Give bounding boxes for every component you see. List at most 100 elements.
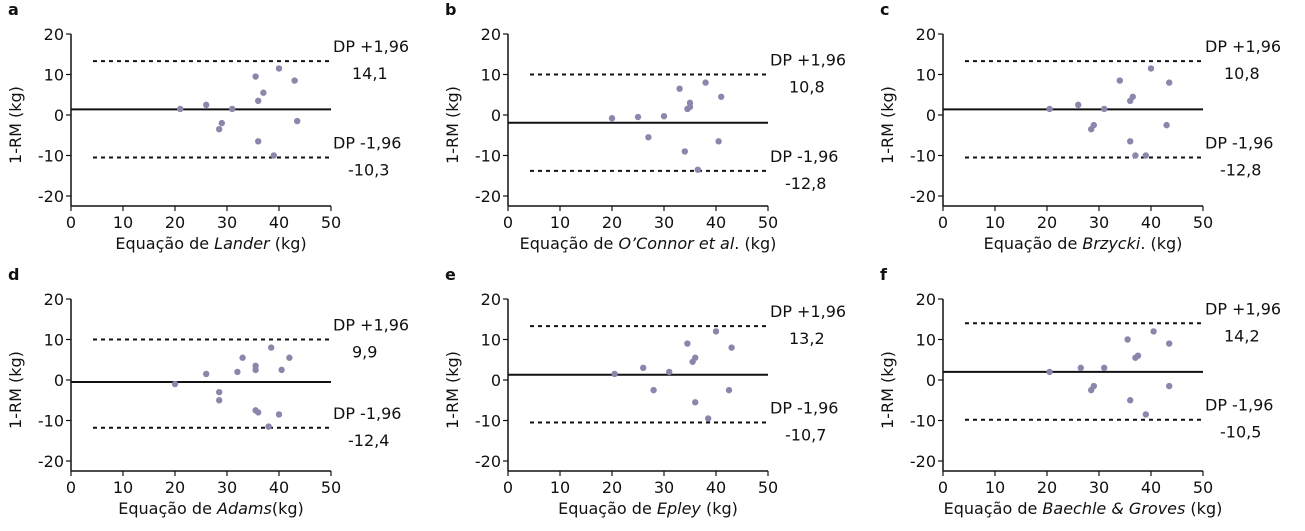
data-point	[1163, 121, 1170, 129]
x-tick-label: 20	[1037, 213, 1057, 232]
data-point	[702, 79, 709, 86]
data-point	[171, 380, 179, 388]
x-tick-label: 50	[1193, 213, 1213, 232]
panel-letter: f	[880, 265, 888, 284]
data-point	[278, 366, 285, 374]
data-point	[177, 105, 184, 113]
lower-limit-label: DP -1,96	[1205, 396, 1273, 415]
y-tick-label: 0	[54, 106, 64, 125]
x-tick-label: 0	[66, 478, 76, 497]
y-tick-label: 10	[44, 66, 64, 85]
data-point	[268, 344, 275, 351]
upper-limit-label: DP +1,96	[770, 302, 846, 321]
panel-letter: d	[8, 265, 19, 284]
x-tick-label: 30	[1089, 213, 1109, 232]
data-point	[255, 97, 262, 105]
lower-limit-value: -12,8	[785, 174, 826, 193]
data-point	[705, 415, 712, 422]
data-point	[291, 77, 298, 84]
x-tick-label: 20	[602, 478, 622, 497]
y-tick-label: -10	[475, 147, 501, 166]
y-tick-label: 20	[44, 290, 64, 309]
x-tick-label: 20	[1037, 478, 1057, 497]
data-point	[239, 354, 246, 361]
upper-limit-label: DP +1,96	[333, 37, 409, 56]
data-point	[1166, 382, 1173, 390]
lower-limit-value: -12,4	[348, 431, 389, 450]
x-axis-label: Equação de Brzycki. (kg)	[984, 234, 1183, 253]
data-point	[1142, 411, 1149, 418]
data-point	[634, 113, 642, 121]
data-point	[684, 340, 691, 347]
lower-limit-value: -12,8	[1220, 161, 1261, 180]
x-tick-label: 40	[269, 478, 289, 497]
upper-limit-label: DP +1,96	[770, 51, 846, 70]
y-axis-label: 1-RM (kg)	[443, 351, 462, 429]
upper-limit-value: 13,2	[789, 329, 825, 348]
data-point	[718, 93, 725, 100]
data-point	[1075, 101, 1082, 109]
data-point	[608, 115, 616, 122]
data-point	[216, 397, 223, 404]
y-tick-label: -10	[38, 412, 64, 431]
x-tick-label: 40	[1141, 213, 1161, 232]
upper-limit-value: 10,8	[1224, 64, 1260, 83]
data-point	[229, 105, 236, 113]
data-point	[1101, 105, 1108, 113]
panel-letter: b	[445, 0, 456, 19]
chart-panel-f: f 20 10 0 -10 -20 0 10 20 30 40 50 1-RM (kg) Equação …	[872, 265, 1302, 530]
y-tick-label: 10	[916, 66, 936, 85]
y-tick-label: 20	[44, 25, 64, 44]
y-tick-label: -20	[910, 452, 936, 471]
data-point	[265, 423, 272, 430]
data-point	[1090, 382, 1097, 390]
y-tick-label: -10	[475, 412, 501, 431]
y-axis-label: 1-RM (kg)	[443, 86, 462, 164]
data-point	[255, 409, 262, 416]
data-point	[252, 366, 259, 374]
lower-limit-label: DP -1,96	[770, 399, 838, 418]
y-tick-label: 0	[491, 371, 501, 390]
data-point	[1166, 79, 1173, 86]
data-point	[694, 166, 701, 173]
data-point	[660, 113, 668, 120]
data-point	[692, 399, 699, 406]
lower-limit-value: -10,3	[348, 161, 389, 180]
data-point	[712, 328, 720, 335]
y-axis-label: 1-RM (kg)	[6, 86, 25, 164]
y-axis-label: 1-RM (kg)	[6, 351, 25, 429]
lower-limit-label: DP -1,96	[770, 147, 838, 166]
x-tick-label: 10	[550, 478, 570, 497]
chart-panel-b: b 20 10 0 -10 -20 0 10 20 30 40 50 1-RM (kg) Equação …	[437, 0, 867, 265]
x-axis-label: Equação de Adams(kg)	[118, 499, 304, 518]
x-tick-label: 30	[217, 478, 237, 497]
data-point	[252, 73, 259, 80]
lower-limit-label: DP -1,96	[333, 404, 401, 423]
x-tick-label: 30	[654, 478, 674, 497]
data-point	[681, 148, 688, 155]
chart-panel-a: a 20 10 0 -10 -20 0 10 20 30 40 50 1-RM (kg) Equação …	[0, 0, 430, 265]
data-point	[203, 101, 210, 109]
x-axis-label: Equação de Lander (kg)	[115, 234, 306, 253]
x-axis-label: Equação de O’Connor et al. (kg)	[520, 234, 777, 253]
x-tick-label: 40	[269, 213, 289, 232]
x-tick-label: 0	[938, 213, 948, 232]
x-tick-label: 0	[503, 213, 513, 232]
data-point	[1134, 352, 1142, 359]
upper-limit-value: 14,1	[352, 64, 388, 83]
y-tick-label: 20	[916, 25, 936, 44]
data-point	[1129, 93, 1136, 100]
x-tick-label: 10	[550, 213, 570, 232]
y-tick-label: -10	[38, 147, 64, 166]
data-point	[692, 354, 699, 361]
x-tick-label: 20	[602, 213, 622, 232]
data-point	[728, 344, 735, 351]
y-tick-label: 10	[916, 331, 936, 350]
y-tick-label: 0	[491, 106, 501, 125]
upper-limit-value: 14,2	[1224, 326, 1260, 345]
